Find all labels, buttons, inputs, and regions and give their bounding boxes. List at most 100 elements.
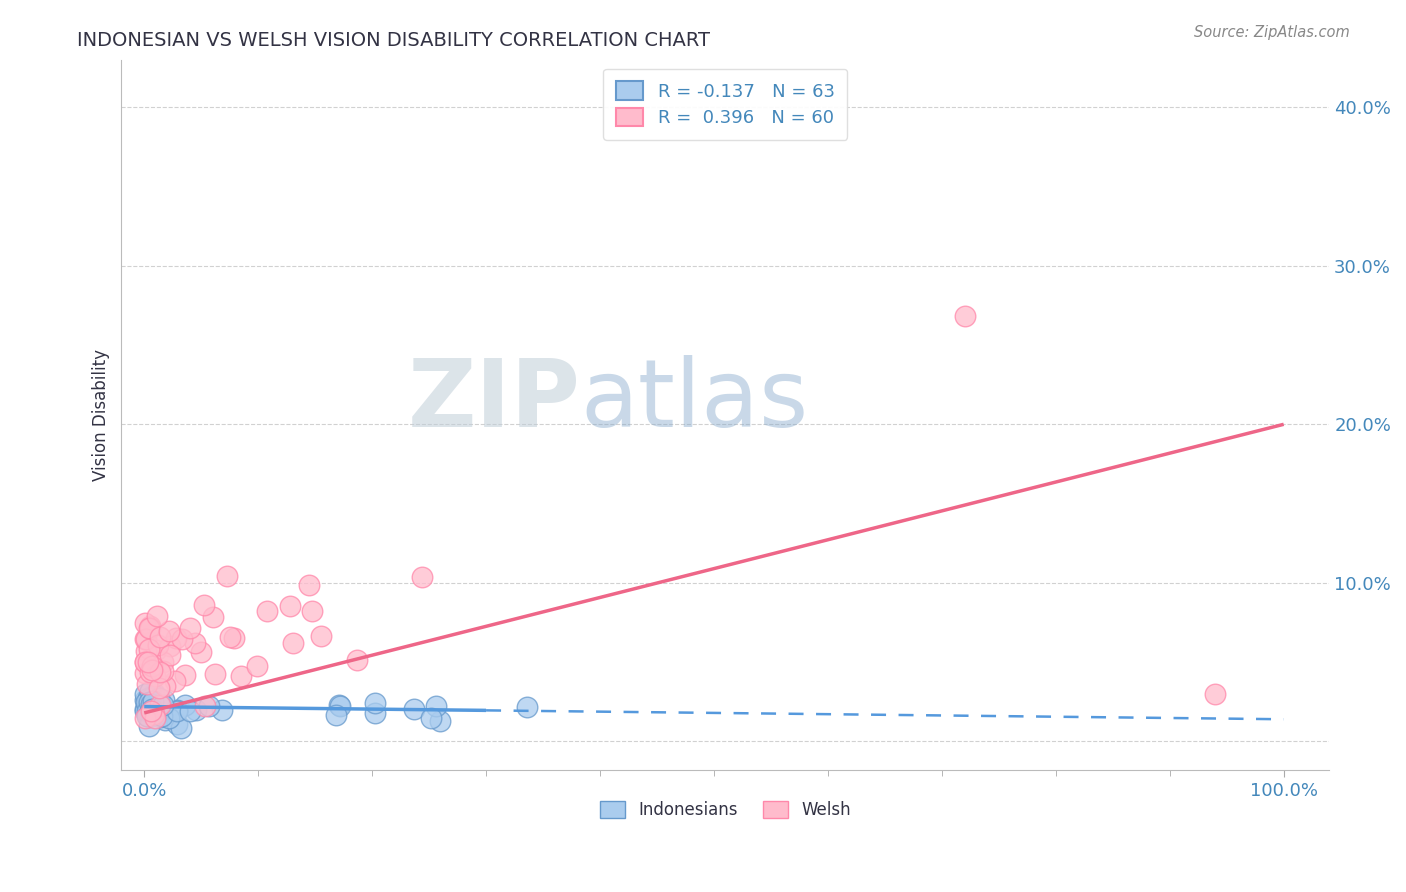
Point: [179, 622, 201, 636]
Point: [135, 677, 157, 691]
Point: [197, 698, 219, 713]
Point: [152, 700, 174, 714]
Point: [155, 679, 177, 693]
Point: [134, 655, 156, 669]
Point: [148, 630, 170, 644]
Point: [135, 632, 157, 647]
Point: [163, 673, 186, 688]
Point: [141, 699, 163, 714]
Point: [953, 310, 976, 324]
Point: [145, 708, 167, 723]
Point: [186, 703, 208, 717]
Point: [211, 702, 233, 716]
Point: [148, 681, 170, 695]
Point: [149, 665, 172, 679]
Point: [364, 696, 387, 710]
Point: [136, 704, 159, 718]
Point: [278, 599, 301, 613]
Point: [139, 618, 162, 632]
Point: [146, 608, 169, 623]
Point: [138, 710, 160, 724]
Point: [153, 713, 176, 727]
Point: [425, 698, 447, 713]
Point: [346, 653, 368, 667]
Point: [155, 709, 177, 723]
Point: [152, 698, 174, 712]
Legend: Indonesians, Welsh: Indonesians, Welsh: [593, 794, 858, 826]
Point: [143, 706, 166, 720]
Point: [139, 705, 162, 719]
Point: [134, 711, 156, 725]
Point: [139, 706, 162, 721]
Point: [143, 688, 166, 702]
Point: [183, 636, 205, 650]
Point: [134, 693, 156, 707]
Point: [146, 638, 169, 652]
Point: [219, 630, 242, 644]
Point: [411, 570, 433, 584]
Point: [142, 686, 165, 700]
Point: [139, 705, 162, 719]
Point: [165, 631, 187, 645]
Point: [142, 704, 165, 718]
Point: [141, 695, 163, 709]
Point: [138, 708, 160, 723]
Point: [166, 704, 188, 718]
Point: [139, 621, 162, 635]
Point: [152, 665, 174, 679]
Point: [134, 655, 156, 669]
Point: [135, 644, 157, 658]
Point: [215, 569, 238, 583]
Point: [311, 629, 333, 643]
Point: [148, 706, 170, 720]
Point: [146, 697, 169, 711]
Point: [170, 722, 193, 736]
Point: [159, 639, 181, 653]
Point: [153, 693, 176, 707]
Point: [142, 696, 165, 710]
Point: [325, 707, 347, 722]
Point: [329, 698, 352, 713]
Point: [150, 700, 173, 714]
Point: [174, 668, 197, 682]
Point: [143, 669, 166, 683]
Point: [145, 642, 167, 657]
Point: [138, 621, 160, 635]
Point: [134, 616, 156, 631]
Point: [139, 690, 162, 705]
Point: [149, 710, 172, 724]
Point: [152, 655, 174, 669]
Point: [204, 667, 226, 681]
Point: [229, 669, 252, 683]
Point: [172, 632, 194, 647]
Point: [141, 658, 163, 673]
Point: [136, 691, 159, 706]
Point: [143, 711, 166, 725]
Point: [429, 714, 451, 728]
Point: [134, 701, 156, 715]
Point: [142, 694, 165, 708]
Point: [142, 698, 165, 712]
Point: [138, 695, 160, 709]
Point: [301, 603, 323, 617]
Point: [328, 698, 350, 712]
Point: [141, 702, 163, 716]
Text: atlas: atlas: [581, 355, 808, 447]
Point: [141, 663, 163, 677]
Point: [136, 655, 159, 669]
Point: [157, 624, 180, 638]
Point: [201, 609, 224, 624]
Point: [179, 704, 201, 718]
Point: [136, 694, 159, 708]
Point: [174, 698, 197, 712]
Point: [190, 645, 212, 659]
Point: [141, 690, 163, 704]
Point: [194, 698, 217, 713]
Point: [166, 703, 188, 717]
Point: [420, 710, 443, 724]
Point: [134, 704, 156, 718]
Point: [402, 702, 425, 716]
Point: [148, 690, 170, 705]
Point: [193, 599, 215, 613]
Point: [134, 688, 156, 702]
